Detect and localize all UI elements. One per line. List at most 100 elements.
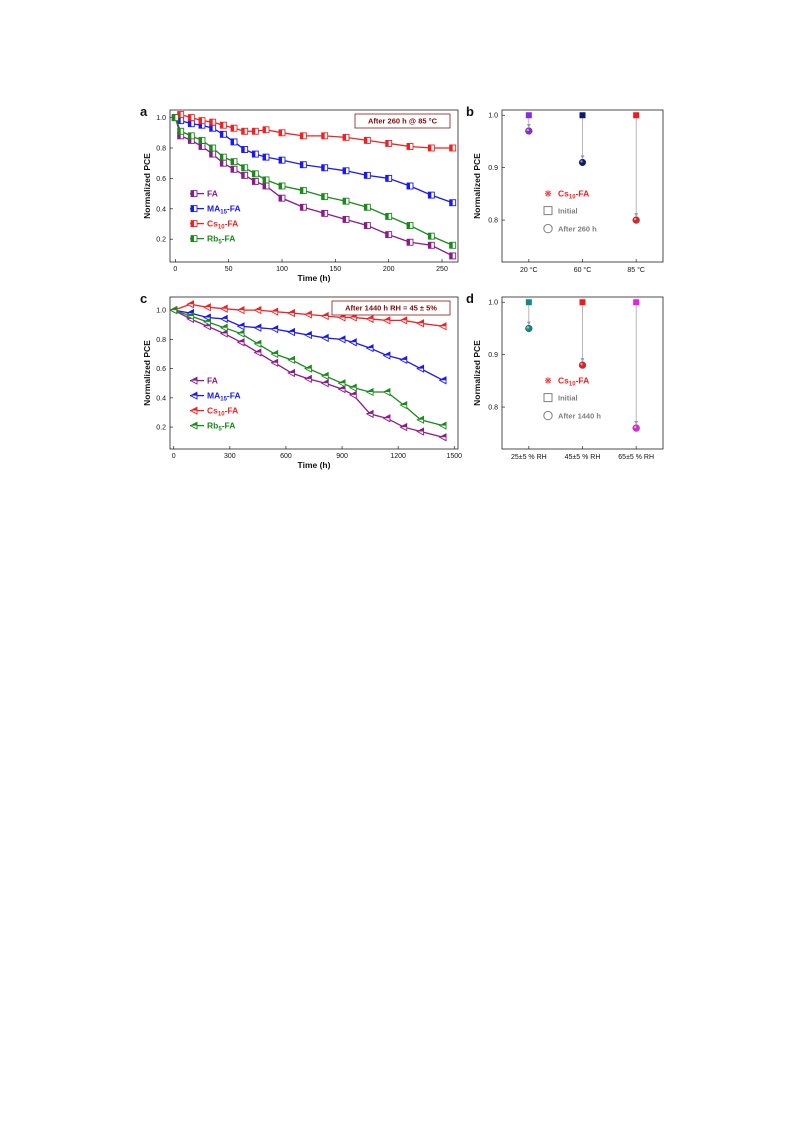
data-point-Rb5-FA: [385, 212, 393, 220]
marker-fill: [252, 170, 256, 177]
marker-fill: [321, 379, 329, 384]
panel-letter: a: [140, 104, 148, 119]
data-point-Rb5-FA: [304, 364, 312, 373]
arrow-head: [634, 213, 639, 217]
data-point-Rb5-FA: [203, 317, 211, 326]
marker-fill: [383, 414, 390, 419]
after-point-highlight: [526, 128, 530, 132]
after-point: [525, 324, 533, 333]
panel-letter: b: [466, 104, 474, 119]
panel-d-humidity-chart: 25±5 % RH 45±5 % RH 65±5 % RH 0.8 0.9 1.0 Norm…: [466, 291, 664, 461]
after-point: [632, 424, 640, 432]
data-point-FA: [219, 159, 227, 167]
panel-a-time-chart: 0 50 100 150 200 250 0.2 0.4 0.6 0.8 1.0 Time (h) No…: [140, 104, 459, 283]
data-point-Rb5-FA: [320, 371, 329, 381]
marker-fill: [343, 198, 346, 205]
marker-fill: [428, 145, 432, 151]
marker-fill: [428, 233, 432, 240]
data-point-Cs10-FA: [385, 139, 393, 147]
marker-fill: [263, 183, 266, 189]
data-point-Cs10-FA: [241, 127, 249, 135]
data-point-Cs10-FA: [363, 136, 371, 144]
data-point-MA15-FA: [253, 323, 262, 332]
data-point-FA: [219, 329, 228, 338]
data-point-FA: [406, 238, 414, 246]
y-tick-label: 1.0: [156, 115, 166, 122]
marker-fill: [263, 176, 266, 183]
marker-fill: [188, 120, 192, 127]
data-point-Rb5-FA: [270, 349, 279, 359]
data-point-Cs10-FA: [348, 313, 357, 322]
marker-fill: [417, 428, 424, 432]
data-point-Rb5-FA: [299, 187, 307, 195]
marker-fill: [177, 128, 181, 135]
legend-asterisk-icon: ※: [544, 189, 551, 199]
marker-fill: [321, 210, 325, 217]
y-tick-label: 0.6: [156, 176, 166, 183]
data-point-Cs10-FA: [187, 114, 195, 122]
marker-fill: [199, 143, 202, 150]
y-tick-label: 1.0: [156, 308, 166, 315]
data-point-Rb5-FA: [348, 383, 357, 392]
marker-fill: [231, 158, 234, 165]
data-point-MA15-FA: [416, 364, 425, 373]
y-tick-label: 0.4: [156, 206, 166, 213]
marker-fill: [407, 143, 410, 150]
data-point-Cs10-FA: [399, 316, 408, 325]
marker-fill: [407, 239, 410, 246]
marker-fill: [241, 172, 245, 179]
data-point-Cs10-FA: [416, 319, 425, 328]
data-point-FA: [449, 252, 457, 260]
marker-fill: [338, 379, 346, 384]
marker-fill: [364, 204, 368, 211]
data-point-FA: [320, 379, 329, 388]
y-tick-label: 0.6: [156, 366, 166, 373]
x-tick-label: 20 °C: [520, 266, 538, 274]
data-point-FA: [299, 203, 307, 211]
marker-fill: [349, 314, 357, 318]
data-point-MA15-FA: [320, 333, 329, 343]
x-tick-label: 600: [280, 453, 292, 460]
marker-fill: [439, 322, 447, 327]
legend-asterisk-icon: ※: [544, 376, 551, 386]
data-point-Cs10-FA: [209, 118, 217, 126]
marker-fill: [220, 324, 228, 328]
marker-fill: [428, 192, 432, 199]
data-point-Cs10-FA: [365, 314, 374, 324]
x-tick-label: 250: [436, 266, 448, 273]
marker-fill: [417, 416, 424, 420]
data-point-MA15-FA: [382, 351, 391, 360]
data-point-Cs10-FA: [203, 303, 211, 312]
data-point-Rb5-FA: [427, 232, 435, 240]
legend-marker-Rb5-FA: [189, 421, 198, 430]
data-point-Cs10-FA: [449, 144, 457, 152]
marker-fill: [300, 187, 304, 194]
marker-fill: [449, 145, 453, 151]
data-point-Cs10-FA: [304, 310, 312, 319]
marker-fill: [199, 117, 202, 124]
marker-fill: [366, 315, 374, 319]
marker-fill: [190, 392, 197, 396]
marker-fill: [449, 252, 453, 259]
panel-c-time-chart: 0 300 600 900 1200 1500 0.2 0.4 0.6 0.8 1.0 Time (h…: [140, 291, 462, 470]
marker-fill: [321, 334, 329, 338]
marker-fill: [177, 111, 181, 118]
marker-fill: [177, 117, 181, 124]
data-point-FA: [287, 368, 296, 378]
arrow-head: [526, 123, 531, 128]
marker-fill: [237, 338, 245, 343]
y-tick-label: 1.0: [488, 300, 498, 307]
y-tick-label: 0.8: [488, 218, 498, 225]
legend-label-Rb5-FA: Rb5-FA: [207, 421, 235, 433]
data-point-FA: [270, 358, 279, 367]
data-point-FA: [438, 433, 447, 442]
y-axis-label: Normalized PCE: [472, 340, 482, 406]
marker-fill: [383, 388, 390, 392]
marker-fill: [204, 318, 211, 322]
marker-fill: [366, 388, 374, 392]
data-point-Rb5-FA: [219, 323, 228, 332]
y-tick-label: 0.9: [488, 165, 498, 172]
data-point-Cs10-FA: [253, 306, 262, 315]
marker-fill: [279, 183, 282, 189]
data-point-FA: [209, 150, 217, 158]
